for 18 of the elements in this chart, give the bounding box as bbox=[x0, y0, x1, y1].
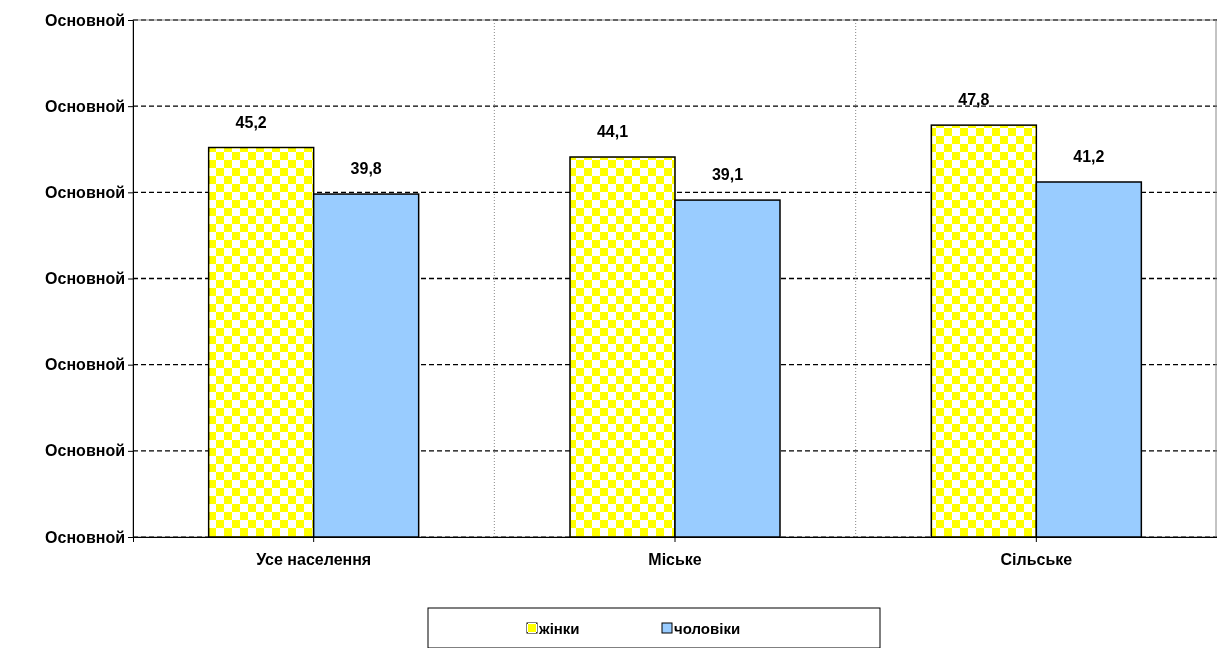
data-label: 41,2 bbox=[1073, 147, 1105, 165]
text: Основной bbox=[45, 270, 125, 288]
x-tick-label: Міське bbox=[648, 551, 702, 569]
data-label: 47,8 bbox=[958, 91, 990, 109]
text: Основной bbox=[45, 11, 125, 29]
text: Основной bbox=[45, 528, 125, 546]
data-label: 45,2 bbox=[235, 113, 267, 131]
data-label: 44,1 bbox=[596, 123, 629, 141]
text: Основной bbox=[45, 442, 125, 460]
x-tick-label: Сільське bbox=[1000, 551, 1073, 569]
legend-label: жінки bbox=[538, 620, 580, 637]
text: Основной bbox=[45, 97, 125, 115]
text: Основной bbox=[45, 183, 125, 201]
x-tick-label: Усе населення bbox=[256, 551, 372, 569]
data-label: 39,1 bbox=[711, 166, 744, 184]
data-label: 39,8 bbox=[350, 160, 382, 178]
legend-label: чоловіки bbox=[674, 620, 741, 637]
text: Основной bbox=[45, 356, 125, 374]
